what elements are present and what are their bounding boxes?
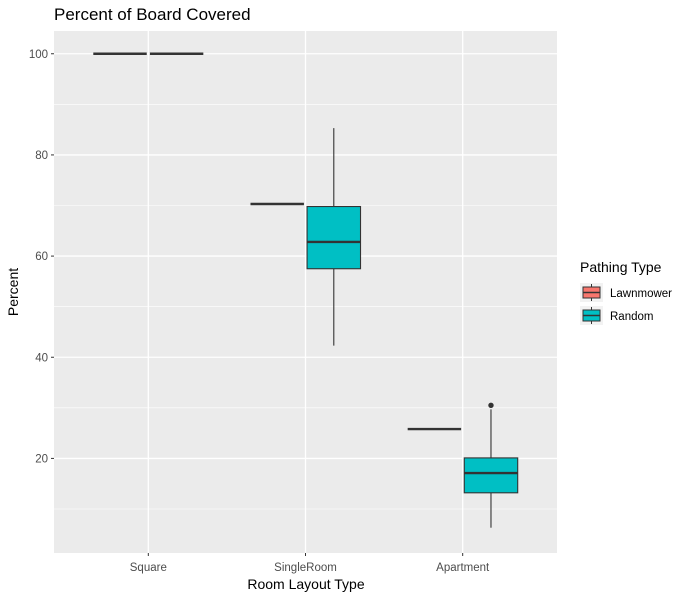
legend-label: Random [610,311,653,323]
y-axis: 20 40 60 80 100 [29,49,54,465]
grid [54,31,557,553]
box-random-apartment [463,402,519,528]
outlier-point [488,402,494,409]
legend-item-random: Random [580,306,653,325]
x-tick-label: Apartment [436,562,490,574]
y-axis-title: Percent [5,268,21,316]
x-tick-label: SingleRoom [274,562,337,574]
y-tick-label: 80 [35,150,48,162]
boxes [93,52,519,528]
box-body [306,205,362,270]
box-random-singleroom [306,128,362,346]
legend-title: Pathing Type [580,259,662,275]
x-axis: Square SingleRoom Apartment [130,553,490,574]
x-axis-title: Room Layout Type [247,576,364,592]
y-tick-label: 100 [29,49,48,61]
x-tick-label: Square [130,562,167,574]
y-tick-label: 60 [35,251,48,263]
legend: Pathing Type Lawnmower Random [580,259,672,325]
legend-item-lawnmower: Lawnmower [580,283,672,302]
y-tick-label: 40 [35,352,48,364]
y-tick-label: 20 [35,453,48,465]
box-body [463,457,519,494]
chart-title: Percent of Board Covered [54,5,251,24]
legend-label: Lawnmower [610,288,672,300]
